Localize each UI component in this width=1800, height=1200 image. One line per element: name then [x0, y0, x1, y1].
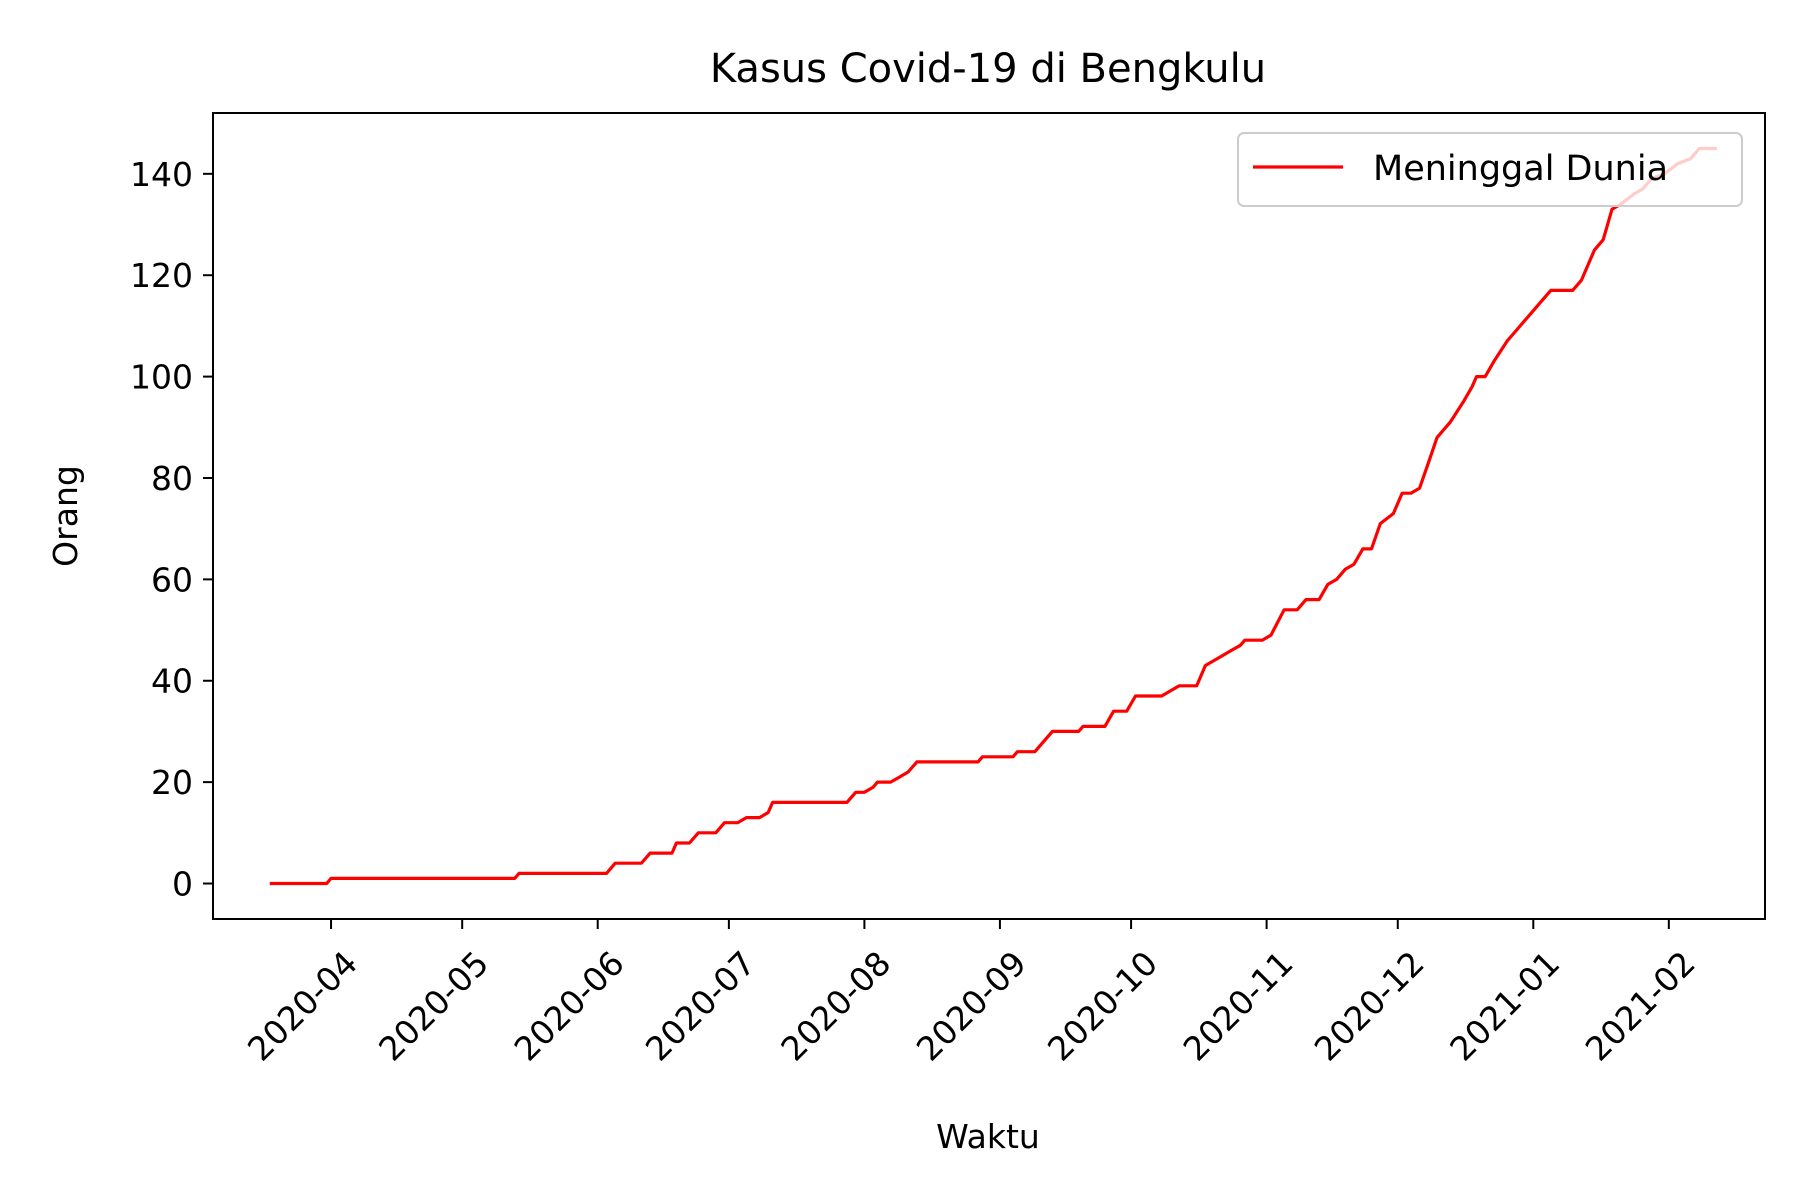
- y-tick-label: 120: [130, 256, 193, 295]
- x-tick-label: 2020-12: [1307, 943, 1432, 1068]
- legend-box: [1237, 132, 1743, 207]
- x-axis: 2020-04 2020-05 2020-06 2020-07 2020-08 2020-…: [240, 919, 1703, 1068]
- plot-area: [212, 112, 1766, 920]
- chart-title: Kasus Covid-19 di Bengkulu: [710, 46, 1266, 92]
- y-tick-label: 140: [130, 155, 193, 194]
- y-tick-label: 60: [151, 560, 193, 599]
- legend: Meninggal Dunia: [1237, 132, 1743, 207]
- x-tick-label: 2020-05: [371, 943, 496, 1068]
- y-tick-label: 100: [130, 358, 193, 397]
- x-tick-label: 2020-08: [773, 943, 898, 1068]
- y-tick-label: 0: [172, 865, 193, 904]
- y-axis: 0 20 40 60 80 100 120 140: [130, 155, 213, 904]
- x-axis-label: Waktu: [936, 1117, 1040, 1156]
- y-tick-label: 40: [151, 662, 193, 701]
- y-axis-label: Orang: [46, 465, 85, 567]
- legend-label-meninggal-dunia: Meninggal Dunia: [1373, 149, 1668, 189]
- x-tick-label: 2020-09: [909, 943, 1034, 1068]
- x-tick-label: 2020-04: [240, 943, 365, 1068]
- x-tick-label: 2020-10: [1040, 943, 1165, 1068]
- x-tick-label: 2021-02: [1578, 943, 1703, 1068]
- plot-frame: [212, 112, 1766, 920]
- x-tick-label: 2020-06: [507, 943, 632, 1068]
- data-line: [269, 146, 1717, 886]
- x-tick-label: 2021-01: [1442, 943, 1567, 1068]
- y-tick-label: 80: [151, 459, 193, 498]
- x-tick-label: 2020-07: [638, 943, 763, 1068]
- y-tick-label: 20: [151, 763, 193, 802]
- x-tick-label: 2020-11: [1176, 943, 1301, 1068]
